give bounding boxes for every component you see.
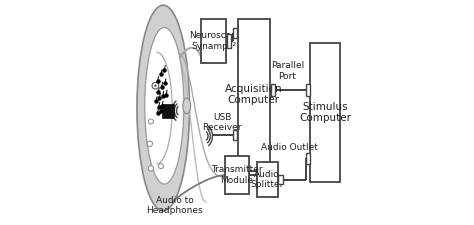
Ellipse shape (145, 27, 184, 184)
Text: Audio to
Headphones: Audio to Headphones (146, 196, 203, 215)
Ellipse shape (183, 98, 191, 114)
Bar (201, 19, 227, 63)
Bar (306, 153, 310, 164)
Circle shape (154, 85, 156, 87)
Ellipse shape (137, 5, 190, 211)
Circle shape (152, 82, 159, 89)
Bar (279, 175, 283, 184)
Circle shape (147, 141, 153, 146)
Text: Audio
Splitter: Audio Splitter (250, 170, 284, 189)
Text: Neuroscan
Synamps²: Neuroscan Synamps² (190, 31, 237, 51)
Text: Transmitter
Module: Transmitter Module (211, 165, 263, 185)
Text: Audio Outlet: Audio Outlet (261, 143, 318, 152)
Text: Stimulus
Computer: Stimulus Computer (299, 102, 351, 123)
Bar (306, 84, 310, 96)
Text: Acquisition
Computer: Acquisition Computer (225, 84, 283, 105)
Circle shape (148, 166, 154, 171)
Circle shape (148, 119, 154, 124)
Circle shape (158, 164, 164, 169)
Bar (225, 156, 249, 194)
Bar (227, 34, 231, 48)
Bar (271, 84, 274, 96)
Bar (237, 19, 270, 171)
Bar (256, 162, 278, 197)
Bar (233, 28, 237, 38)
Bar (162, 104, 174, 118)
Bar (233, 130, 237, 140)
Bar (310, 43, 340, 182)
Text: Parallel
Port: Parallel Port (271, 61, 304, 81)
Text: USB
Receiver: USB Receiver (202, 113, 242, 132)
